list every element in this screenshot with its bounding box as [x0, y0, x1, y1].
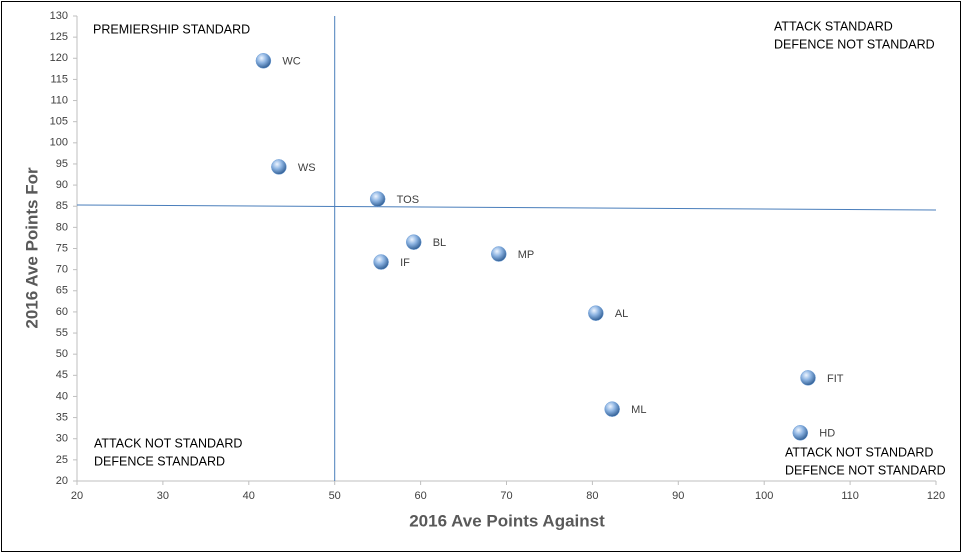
point — [800, 370, 816, 386]
point — [255, 53, 272, 69]
quadrant-label: PREMIERSHIP STANDARD — [93, 22, 250, 36]
point-label: TOS — [397, 194, 419, 206]
y-tick-label: 75 — [56, 242, 68, 254]
x-tick-label: 50 — [329, 490, 341, 502]
quadrant-label: ATTACK NOT STANDARD — [94, 436, 242, 450]
point-label: MP — [518, 249, 535, 261]
x-tick-label: 30 — [157, 490, 169, 502]
point — [373, 254, 389, 270]
y-tick-label: 90 — [56, 179, 68, 191]
y-tick-label: 130 — [50, 10, 68, 22]
y-tick-label: 50 — [56, 348, 68, 360]
point-label: IF — [400, 257, 410, 269]
point-label: AL — [615, 308, 628, 320]
y-tick-label: 20 — [56, 475, 68, 487]
y-tick-label: 125 — [50, 31, 68, 43]
x-tick-label: 80 — [586, 490, 598, 502]
y-tick-label: 120 — [50, 52, 68, 64]
y-tick-label: 40 — [56, 390, 68, 402]
y-tick-label: 70 — [56, 264, 68, 276]
y-tick-label: 105 — [50, 116, 68, 128]
y-tick-label: 80 — [56, 221, 68, 233]
y-axis-title: 2016 Ave Points For — [22, 167, 41, 329]
x-tick-label: 120 — [927, 490, 945, 502]
quadrant-label: DEFENCE NOT STANDARD — [774, 37, 935, 51]
point-label: HD — [819, 428, 835, 440]
y-tick-label: 60 — [56, 306, 68, 318]
point-label: WC — [282, 56, 300, 68]
point-label: ML — [631, 404, 646, 416]
y-tick-label: 110 — [50, 94, 68, 106]
x-tick-label: 40 — [243, 490, 255, 502]
x-tick-label: 70 — [500, 490, 512, 502]
quadrant-label: ATTACK NOT STANDARD — [785, 445, 933, 459]
point — [405, 234, 422, 250]
point — [604, 401, 620, 417]
point-label: BL — [433, 237, 446, 249]
x-tick-label: 100 — [755, 490, 773, 502]
quadrant-label: DEFENCE NOT STANDARD — [785, 463, 946, 477]
point — [491, 246, 507, 262]
point-label: WS — [298, 162, 316, 174]
point — [369, 191, 386, 207]
x-axis-title: 2016 Ave Points Against — [409, 511, 605, 530]
x-tick-label: 110 — [841, 490, 859, 502]
y-tick-label: 25 — [56, 454, 68, 466]
y-tick-label: 65 — [56, 285, 68, 297]
y-tick-label: 35 — [56, 411, 68, 423]
y-tick-label: 85 — [56, 200, 68, 212]
y-tick-label: 115 — [50, 73, 68, 85]
y-tick-label: 30 — [56, 433, 68, 445]
quadrant-label: DEFENCE STANDARD — [94, 454, 225, 468]
y-tick-label: 95 — [56, 158, 68, 170]
x-tick-label: 90 — [672, 490, 684, 502]
y-tick-label: 45 — [56, 369, 68, 381]
x-tick-label: 60 — [414, 490, 426, 502]
point — [588, 305, 604, 321]
reference-line — [76, 204, 937, 211]
point — [271, 159, 287, 175]
y-tick-label: 55 — [56, 327, 68, 339]
x-tick-label: 20 — [71, 490, 83, 502]
quadrant-label: ATTACK STANDARD — [774, 19, 893, 33]
y-tick-label: 100 — [50, 137, 68, 149]
point — [792, 425, 809, 441]
point-label: FIT — [827, 373, 844, 385]
